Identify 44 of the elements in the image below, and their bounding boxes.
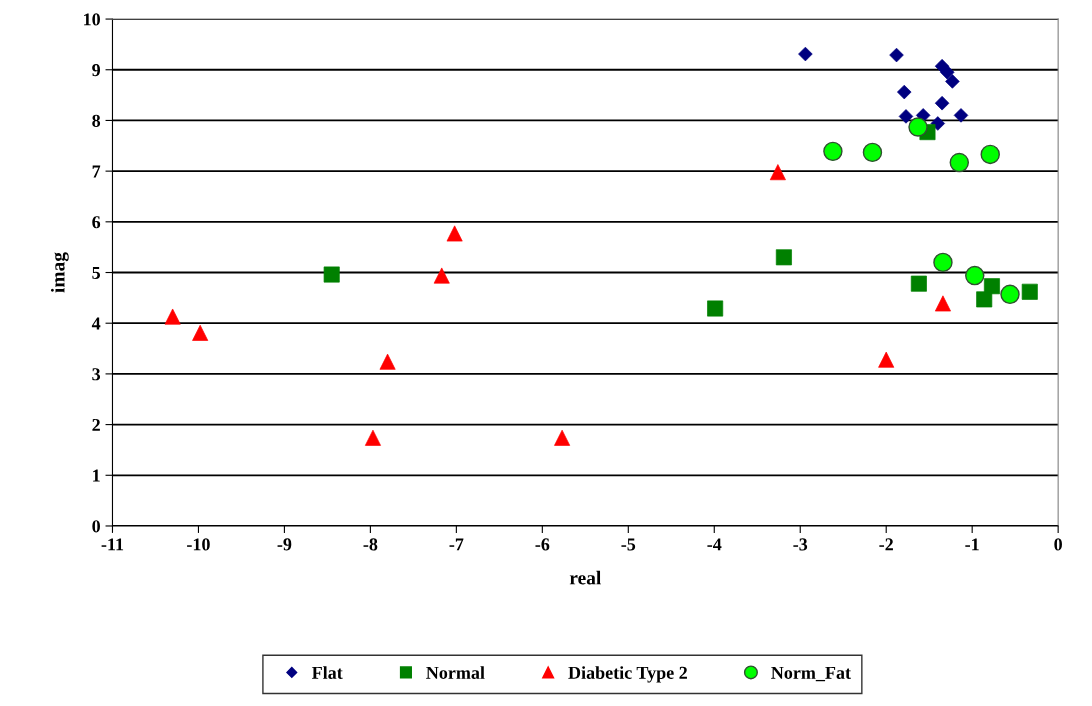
legend-label: Norm_Fat xyxy=(771,666,851,682)
x-tick-label: -8 xyxy=(363,538,378,551)
y-tick-label: 9 xyxy=(92,64,101,77)
point xyxy=(953,108,969,123)
x-tick-label: -7 xyxy=(449,538,464,551)
legend-label: Normal xyxy=(426,666,485,679)
x-tick-label: -4 xyxy=(707,538,722,551)
y-axis-title: imag xyxy=(50,252,69,293)
point xyxy=(897,84,912,100)
point xyxy=(965,265,985,286)
x-axis-title: real xyxy=(569,570,601,585)
legend-label: Flat xyxy=(311,666,343,679)
y-tick-label: 1 xyxy=(93,469,100,482)
point xyxy=(910,275,927,292)
point xyxy=(775,249,792,266)
x-tick-label: -1 xyxy=(965,538,979,551)
x-tick-label: -3 xyxy=(793,538,808,551)
y-tick-label: 3 xyxy=(92,368,101,381)
point xyxy=(980,144,1000,165)
y-tick-label: 7 xyxy=(92,165,101,178)
y-tick-label: 4 xyxy=(91,317,101,330)
point xyxy=(823,141,843,162)
x-tick-label: -5 xyxy=(621,538,636,551)
point xyxy=(908,117,928,137)
point xyxy=(949,152,970,173)
x-tick-label: -6 xyxy=(535,538,550,551)
point xyxy=(898,109,914,124)
point xyxy=(707,300,724,317)
y-tick-label: 6 xyxy=(92,216,101,229)
x-tick-label: 0 xyxy=(1054,538,1062,551)
point xyxy=(1000,284,1020,305)
y-tick-label: 0 xyxy=(92,520,100,533)
x-tick-label: -9 xyxy=(277,538,292,551)
y-tick-label: 8 xyxy=(92,114,101,127)
point xyxy=(933,252,953,273)
legend-label: Diabetic Type 2 xyxy=(568,666,687,683)
y-tick-label: 2 xyxy=(92,418,100,431)
y-tick-label: 10 xyxy=(84,13,100,26)
point xyxy=(769,164,786,181)
y-tick-label: 5 xyxy=(92,266,101,279)
x-tick-label: -11 xyxy=(101,538,124,551)
x-tick-label: -10 xyxy=(187,538,210,551)
point xyxy=(862,142,883,163)
x-tick-label: -2 xyxy=(879,538,893,551)
